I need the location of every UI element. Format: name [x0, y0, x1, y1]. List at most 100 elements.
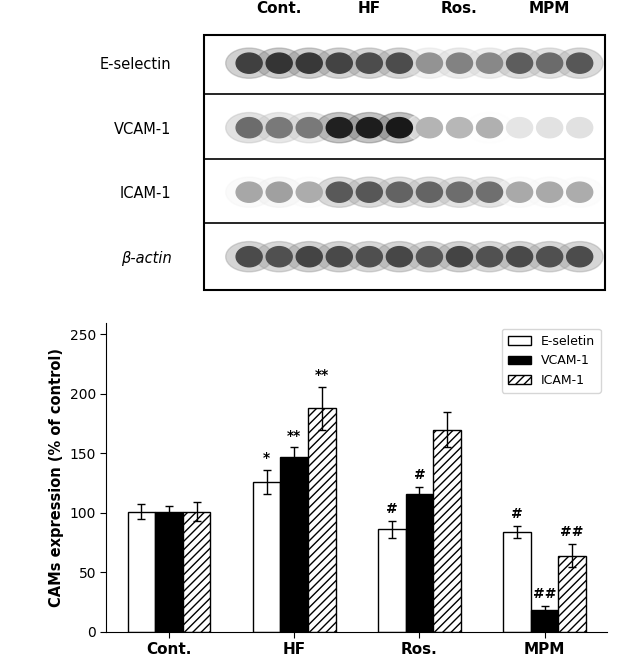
Ellipse shape	[296, 247, 322, 267]
Ellipse shape	[496, 241, 543, 271]
Ellipse shape	[466, 48, 513, 79]
Ellipse shape	[266, 118, 292, 138]
Ellipse shape	[416, 53, 443, 73]
Ellipse shape	[256, 112, 302, 143]
Text: #: #	[386, 503, 398, 516]
Ellipse shape	[496, 48, 543, 79]
Ellipse shape	[236, 53, 262, 73]
Text: HF: HF	[358, 1, 381, 16]
Bar	[155, 511, 183, 632]
Ellipse shape	[326, 182, 352, 202]
Ellipse shape	[236, 182, 262, 202]
Ellipse shape	[526, 177, 573, 207]
Text: E-selectin: E-selectin	[100, 57, 172, 72]
Ellipse shape	[266, 247, 292, 267]
Ellipse shape	[466, 177, 513, 207]
Ellipse shape	[286, 241, 332, 271]
Text: β-actin: β-actin	[121, 251, 172, 265]
Ellipse shape	[506, 247, 533, 267]
Ellipse shape	[466, 112, 513, 143]
Ellipse shape	[266, 182, 292, 202]
Ellipse shape	[376, 241, 423, 271]
Ellipse shape	[526, 112, 573, 143]
Ellipse shape	[316, 112, 362, 143]
Ellipse shape	[296, 182, 322, 202]
Bar	[433, 429, 461, 632]
Bar	[558, 556, 586, 632]
Ellipse shape	[436, 48, 483, 79]
Ellipse shape	[266, 53, 292, 73]
Ellipse shape	[296, 53, 322, 73]
Ellipse shape	[356, 182, 382, 202]
Ellipse shape	[226, 177, 272, 207]
Ellipse shape	[406, 48, 453, 79]
Ellipse shape	[226, 48, 272, 79]
Ellipse shape	[436, 177, 483, 207]
Text: ##: ##	[560, 525, 584, 539]
Ellipse shape	[506, 118, 533, 138]
Ellipse shape	[226, 112, 272, 143]
Ellipse shape	[256, 241, 302, 271]
Ellipse shape	[496, 177, 543, 207]
Ellipse shape	[356, 247, 382, 267]
Bar	[406, 494, 433, 632]
Ellipse shape	[436, 241, 483, 271]
Ellipse shape	[226, 241, 272, 271]
Ellipse shape	[286, 48, 332, 79]
Ellipse shape	[436, 112, 483, 143]
Ellipse shape	[557, 48, 603, 79]
Ellipse shape	[236, 247, 262, 267]
Text: **: **	[287, 429, 301, 443]
Ellipse shape	[326, 247, 352, 267]
Ellipse shape	[286, 112, 332, 143]
Text: #: #	[414, 468, 425, 482]
Ellipse shape	[567, 118, 593, 138]
Ellipse shape	[557, 241, 603, 271]
Ellipse shape	[446, 182, 473, 202]
Ellipse shape	[386, 53, 413, 73]
Bar	[378, 530, 406, 632]
Ellipse shape	[356, 53, 382, 73]
Bar	[183, 511, 210, 632]
Ellipse shape	[446, 118, 473, 138]
Text: **: **	[315, 368, 329, 382]
Ellipse shape	[316, 177, 362, 207]
Ellipse shape	[536, 53, 563, 73]
Ellipse shape	[376, 177, 423, 207]
Ellipse shape	[446, 53, 473, 73]
Bar	[280, 457, 308, 632]
Ellipse shape	[476, 118, 503, 138]
Ellipse shape	[406, 112, 453, 143]
Ellipse shape	[416, 182, 443, 202]
Ellipse shape	[376, 112, 423, 143]
Ellipse shape	[466, 241, 513, 271]
Bar	[531, 610, 558, 632]
Ellipse shape	[567, 182, 593, 202]
Ellipse shape	[356, 118, 382, 138]
Text: *: *	[263, 451, 270, 465]
Text: Ros.: Ros.	[441, 1, 478, 16]
Ellipse shape	[506, 182, 533, 202]
Ellipse shape	[406, 177, 453, 207]
Text: VCAM-1: VCAM-1	[114, 122, 172, 136]
Bar	[128, 511, 155, 632]
Text: Cont.: Cont.	[257, 1, 302, 16]
Ellipse shape	[346, 177, 393, 207]
Ellipse shape	[406, 241, 453, 271]
Ellipse shape	[567, 53, 593, 73]
Text: MPM: MPM	[529, 1, 570, 16]
Ellipse shape	[416, 118, 443, 138]
Ellipse shape	[526, 241, 573, 271]
Ellipse shape	[326, 53, 352, 73]
Ellipse shape	[536, 247, 563, 267]
Ellipse shape	[346, 241, 393, 271]
Ellipse shape	[316, 241, 362, 271]
Ellipse shape	[376, 48, 423, 79]
Ellipse shape	[256, 48, 302, 79]
Text: ##: ##	[533, 587, 557, 601]
Ellipse shape	[476, 53, 503, 73]
Ellipse shape	[446, 247, 473, 267]
Legend: E-seletin, VCAM-1, ICAM-1: E-seletin, VCAM-1, ICAM-1	[502, 329, 601, 393]
Ellipse shape	[567, 247, 593, 267]
Ellipse shape	[316, 48, 362, 79]
